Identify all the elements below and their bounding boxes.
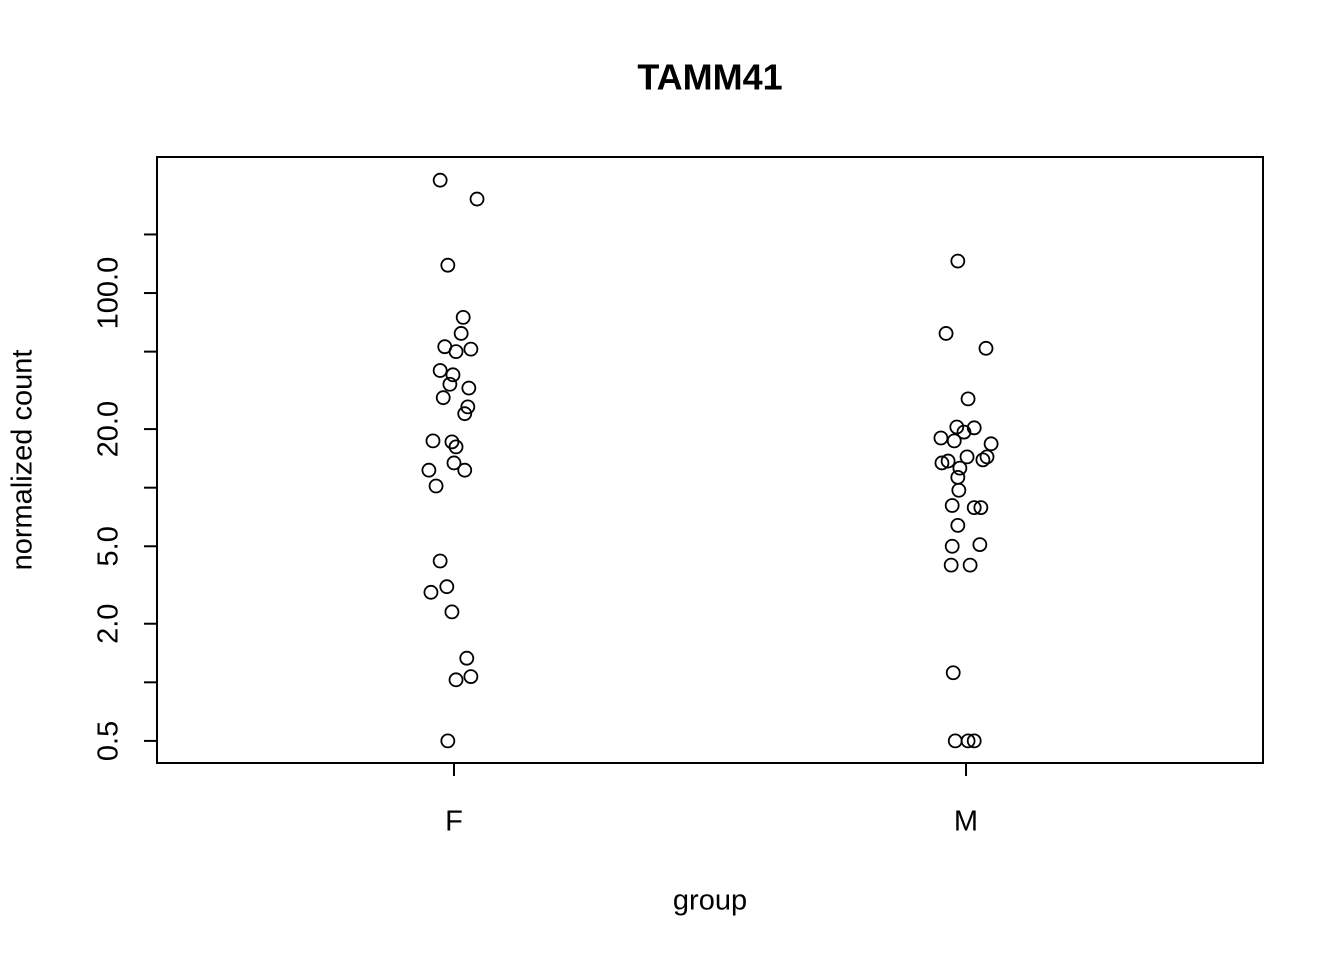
point	[966, 500, 982, 516]
point	[455, 309, 471, 325]
point	[469, 191, 485, 207]
point	[946, 433, 962, 449]
point	[960, 391, 976, 407]
point	[432, 172, 448, 188]
point	[972, 537, 988, 552]
point	[979, 449, 995, 465]
point	[439, 579, 455, 595]
point	[463, 341, 479, 357]
point	[975, 452, 991, 468]
point	[428, 478, 444, 494]
point	[956, 424, 972, 440]
point	[448, 439, 464, 455]
x-tick-label: F	[445, 806, 463, 838]
point	[453, 326, 469, 341]
point	[934, 455, 950, 471]
point	[978, 340, 994, 356]
point	[940, 453, 956, 469]
y-tick-label: 2.0	[93, 604, 125, 644]
point	[446, 455, 462, 471]
point	[423, 584, 439, 600]
point	[945, 665, 961, 681]
point	[448, 672, 464, 688]
point	[950, 469, 966, 485]
point	[950, 518, 966, 533]
point	[966, 733, 982, 749]
chart-title: TAMM41	[637, 57, 782, 98]
point	[944, 538, 960, 554]
point	[938, 326, 954, 341]
point	[435, 390, 451, 406]
point	[432, 363, 448, 378]
point	[445, 367, 461, 383]
point	[459, 650, 475, 666]
point	[442, 376, 458, 392]
point	[950, 253, 966, 269]
point	[460, 399, 476, 415]
point	[983, 436, 999, 452]
y-tick-label: 20.0	[93, 401, 125, 457]
y-tick-label: 5.0	[93, 526, 125, 566]
point	[461, 380, 477, 396]
point	[959, 449, 975, 465]
point	[448, 344, 464, 360]
point	[944, 498, 960, 513]
point	[457, 462, 473, 478]
point	[973, 500, 989, 516]
point	[947, 733, 963, 749]
y-tick-label: 100.0	[93, 257, 125, 330]
point	[962, 557, 978, 573]
point	[444, 434, 460, 450]
point	[951, 482, 967, 498]
plot-frame	[156, 156, 1264, 764]
point	[463, 669, 479, 684]
y-axis-label: normalized count	[7, 350, 39, 571]
x-tick-label: M	[954, 806, 978, 838]
point	[432, 553, 448, 569]
point	[943, 557, 959, 573]
point	[440, 733, 456, 749]
point	[952, 460, 968, 476]
point	[425, 433, 441, 449]
point	[960, 733, 976, 749]
point	[421, 462, 437, 478]
x-axis-label: group	[673, 885, 747, 917]
point	[457, 406, 473, 422]
y-tick-label: 0.5	[93, 721, 125, 761]
point	[440, 257, 456, 273]
point	[933, 430, 949, 446]
point	[444, 604, 460, 620]
